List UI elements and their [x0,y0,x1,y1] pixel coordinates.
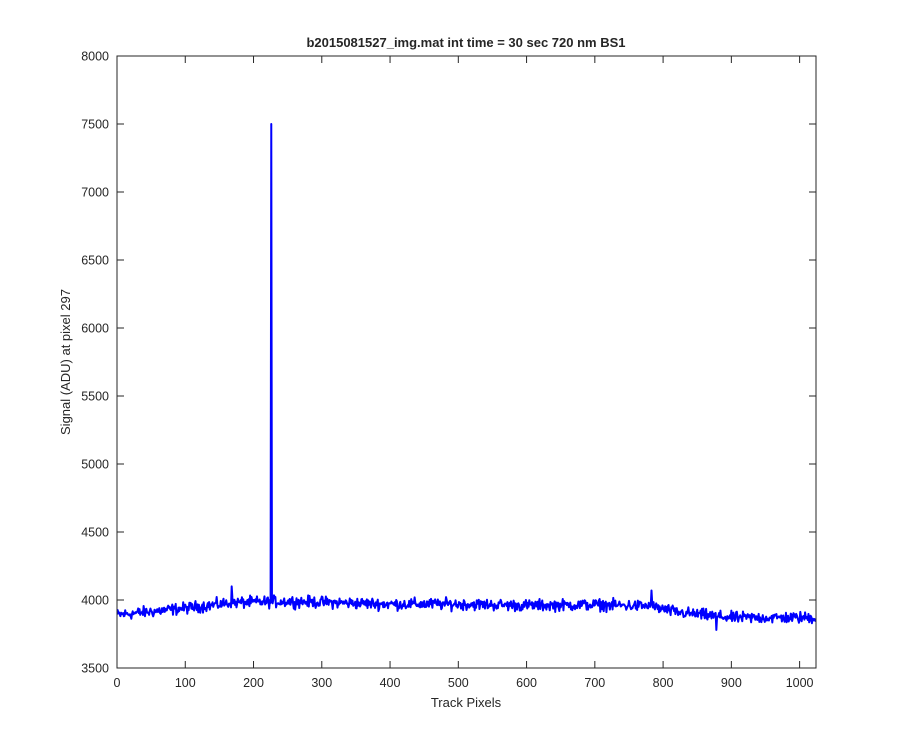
chart-title: b2015081527_img.mat int time = 30 sec 72… [306,35,625,50]
x-tick-label: 1000 [786,676,814,690]
x-axis-label: Track Pixels [431,695,502,710]
x-tick-label: 400 [380,676,401,690]
x-tick-labels: 0 100 200 300 400 500 600 700 800 900 1000 [114,676,814,690]
x-tick-label: 0 [114,676,121,690]
x-tick-label: 200 [243,676,264,690]
y-tick-label: 4500 [81,526,109,540]
x-tick-label: 700 [584,676,605,690]
y-tick-label: 5000 [81,458,109,472]
y-tick-label: 7500 [81,118,109,132]
x-tick-label: 100 [175,676,196,690]
series-line-signal [117,123,816,631]
y-tick-label: 6500 [81,254,109,268]
x-tick-label: 900 [721,676,742,690]
axes-box [116,55,817,669]
y-axis-label: Signal (ADU) at pixel 297 [58,289,73,435]
x-tick-label: 500 [448,676,469,690]
x-tick-label: 800 [653,676,674,690]
y-tick-labels: 3500 4000 4500 5000 5500 6000 6500 7000 7500 8000 [81,50,109,676]
y-tick-label: 5500 [81,390,109,404]
tick-marks [116,55,816,669]
x-tick-label: 600 [516,676,537,690]
y-tick-label: 3500 [81,662,109,676]
y-tick-label: 4000 [81,594,109,608]
y-tick-label: 7000 [81,186,109,200]
plot-area [117,123,816,631]
y-tick-label: 8000 [81,50,109,64]
x-tick-label: 300 [311,676,332,690]
y-tick-label: 6000 [81,322,109,336]
